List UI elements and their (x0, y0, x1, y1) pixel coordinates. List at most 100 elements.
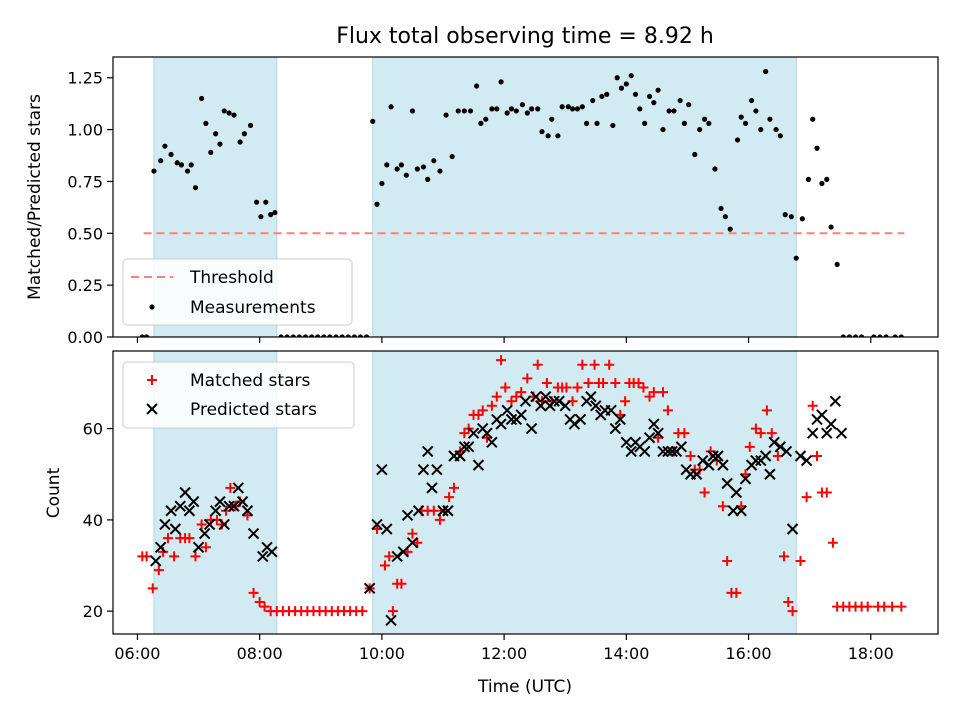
matched-star-point (750, 423, 761, 434)
measurement-point (574, 106, 581, 112)
measurement-point (777, 133, 783, 139)
measurement-point (898, 334, 904, 337)
predicted-star-point (825, 418, 837, 430)
predicted-star-point (426, 482, 438, 494)
legend-box (122, 258, 353, 326)
measurement-point (692, 151, 698, 158)
predicted-star-point (829, 395, 842, 407)
measurement-point (263, 199, 269, 205)
predicted-star-point (735, 505, 747, 517)
measurement-point (333, 334, 339, 337)
measurement-point (151, 168, 157, 174)
measurement-point (660, 126, 666, 133)
measurement-point (846, 334, 852, 337)
matched-star-point (577, 359, 588, 370)
predicted-star-point (652, 427, 664, 439)
series-matched-stars (137, 355, 907, 617)
measurement-point (258, 214, 264, 220)
measurement-point (272, 209, 278, 216)
x-tick-label: 08:00 (237, 644, 283, 663)
y-tick-label: 40 (83, 511, 103, 530)
measurement-point (701, 116, 708, 122)
predicted-star-point (690, 468, 703, 480)
predicted-star-point (553, 395, 565, 407)
measurement-point (824, 176, 830, 182)
predicted-star-point (391, 550, 403, 563)
measurement-point (168, 151, 174, 158)
matched-star-point (387, 606, 398, 617)
predicted-star-point (643, 432, 656, 444)
matched-star-point (589, 359, 600, 370)
predicted-star-point (371, 518, 383, 531)
measurement-point (749, 97, 755, 104)
y-tick-label: 60 (83, 420, 103, 439)
matched-star-point (821, 487, 832, 498)
measurement-point (414, 166, 420, 172)
measurement-point (213, 131, 219, 137)
measurement-point (254, 199, 260, 205)
measurement-point (478, 120, 484, 126)
predicted-star-point (228, 500, 240, 512)
measurement-point (174, 160, 180, 166)
matched-star-point (506, 396, 517, 407)
measurement-point (241, 131, 247, 137)
predicted-star-point (401, 509, 414, 522)
series-predicted-stars (150, 390, 848, 627)
measurement-point (738, 114, 744, 120)
measurement-point (489, 106, 495, 112)
measurement-point (384, 162, 390, 168)
measurement-point (513, 108, 519, 114)
predicted-star-point (816, 409, 828, 421)
matched-star-point (633, 377, 644, 388)
predicted-star-point (174, 500, 186, 512)
measurement-point (758, 126, 764, 133)
predicted-star-point (786, 523, 799, 535)
x-tick-label: 12:00 (481, 644, 527, 663)
matched-star-point (357, 606, 368, 617)
matched-star-point (254, 597, 265, 608)
measurement-point (722, 214, 728, 220)
measurement-point (799, 216, 805, 222)
measurement-point (339, 334, 345, 337)
measurement-point (734, 137, 741, 143)
predicted-star-point (525, 422, 538, 435)
predicted-star-point (662, 445, 674, 458)
measurement-point (681, 120, 687, 126)
matched-star-point (572, 382, 583, 393)
measurement-point (877, 334, 883, 337)
matched-star-point (407, 528, 418, 539)
measurement-point (370, 118, 376, 124)
predicted-star-point (501, 404, 513, 417)
predicted-star-point (417, 463, 430, 476)
measurement-point (217, 141, 223, 147)
measurement-point (788, 214, 794, 220)
matched-star-point (827, 537, 838, 548)
legend-predicted-label: Predicted stars (190, 400, 317, 420)
y-tick-label: 1.00 (67, 121, 103, 140)
measurement-point (706, 120, 712, 126)
x-tick-label: 18:00 (848, 644, 894, 663)
measurement-point (545, 133, 551, 139)
predicted-star-point (198, 527, 211, 540)
matched-star-point (561, 382, 572, 393)
y-tick-label: 0.25 (67, 276, 103, 295)
matched-star-point (658, 387, 668, 398)
measurement-point (139, 334, 145, 337)
matched-star-point (755, 428, 766, 439)
predicted-star-point (203, 518, 216, 531)
predicted-star-point (442, 505, 454, 517)
predicted-star-point (780, 445, 793, 458)
measurement-point (498, 79, 504, 85)
predicted-star-point (150, 555, 162, 567)
predicted-star-point (486, 436, 498, 448)
measurement-point (188, 162, 194, 168)
measurement-point (398, 162, 405, 168)
measurement-point (364, 334, 370, 337)
predicted-star-point (397, 546, 409, 558)
measurement-point (290, 334, 296, 337)
measurement-point (231, 112, 237, 118)
legend-matched-swatch (147, 375, 157, 385)
predicted-star-point (535, 400, 547, 412)
predicted-star-point (707, 450, 719, 462)
matched-star-point (412, 537, 423, 548)
